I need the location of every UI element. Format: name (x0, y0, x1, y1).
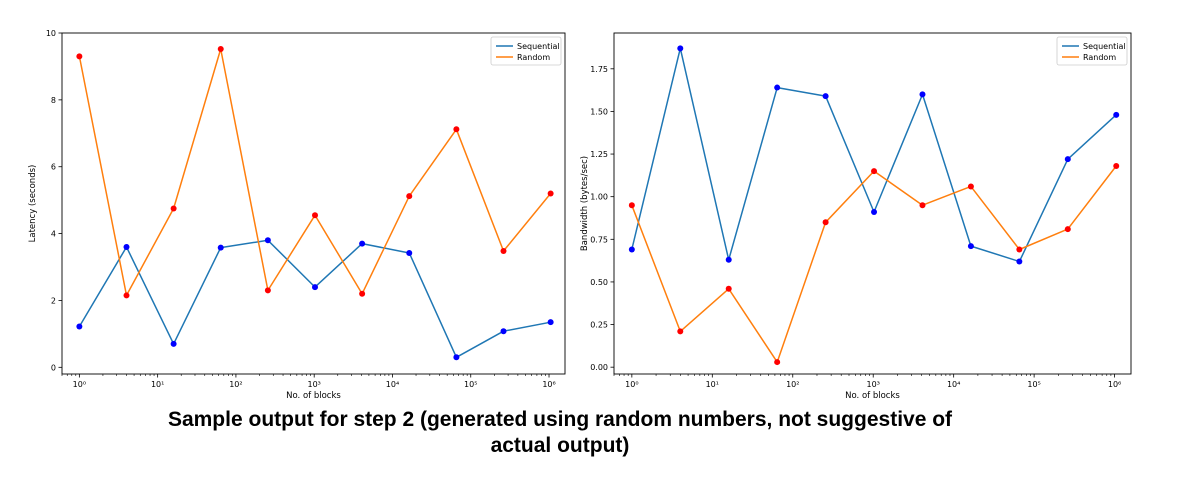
y-tick-label: 0.75 (590, 235, 608, 244)
x-tick-label: 10² (229, 380, 242, 389)
data-point-random (123, 292, 130, 299)
data-point-random (406, 193, 413, 200)
data-point-sequential (677, 45, 684, 52)
y-tick-label: 10 (46, 29, 56, 38)
y-axis-label: Latency (seconds) (28, 165, 38, 243)
x-tick-label: 10⁴ (386, 380, 399, 389)
data-point-random (170, 205, 177, 212)
data-point-sequential (871, 209, 878, 216)
data-point-sequential (76, 323, 83, 330)
data-point-sequential (264, 237, 271, 244)
x-tick-label: 10⁶ (542, 380, 555, 389)
x-axis-label: No. of blocks (286, 391, 341, 400)
x-axis-label: No. of blocks (845, 391, 900, 400)
y-tick-label: 1.50 (590, 107, 608, 116)
y-tick-label: 4 (51, 230, 56, 239)
data-point-random (822, 219, 829, 226)
figure-caption-line-1: Sample output for step 2 (generated usin… (167, 408, 953, 431)
series-line-sequential (631, 47, 1117, 263)
x-tick-label: 10² (786, 380, 799, 389)
series-line-random (631, 165, 1117, 363)
data-point-sequential (1016, 258, 1023, 265)
data-point-random (312, 212, 319, 219)
data-point-sequential (1113, 111, 1120, 118)
y-tick-label: 0.25 (590, 321, 608, 330)
data-point-sequential (774, 84, 781, 91)
data-point-random (547, 190, 554, 197)
data-point-random (1064, 226, 1071, 233)
data-point-sequential (919, 91, 926, 98)
chart-1: 0 2 4 6 8 10 10⁰ 10¹ 10² 10³ 10⁴ 10⁵ 10⁶ No. of block… (28, 29, 566, 400)
legend-box (490, 36, 562, 66)
data-point-sequential (406, 249, 413, 256)
x-tick-label: 10³ (307, 380, 320, 389)
y-tick-label: 8 (51, 96, 56, 105)
x-tick-label: 10¹ (706, 380, 719, 389)
legend-label-random: Random (517, 53, 550, 62)
data-point-sequential (453, 354, 460, 361)
x-tick-label: 10⁰ (625, 380, 638, 389)
y-axis-label: Bandwidth (bytes/sec) (580, 156, 590, 251)
series-line-sequential (78, 239, 551, 359)
data-point-sequential (547, 319, 554, 326)
x-tick-label: 10⁵ (464, 380, 477, 389)
legend-label-sequential: Sequential (1083, 42, 1126, 51)
data-point-random (359, 290, 366, 297)
x-tick-label: 10⁰ (73, 380, 86, 389)
data-point-random (774, 359, 781, 366)
data-point-sequential (500, 328, 507, 335)
y-tick-label: 6 (51, 163, 56, 172)
x-tick-label: 10⁶ (1108, 380, 1121, 389)
figure-caption-line-2: actual output) (490, 434, 630, 457)
data-point-sequential (217, 244, 224, 251)
x-tick-label: 10⁵ (1027, 380, 1040, 389)
data-point-random (217, 46, 224, 53)
data-point-random (725, 285, 732, 292)
y-tick-label: 2 (51, 296, 56, 305)
data-point-random (264, 287, 271, 294)
data-point-sequential (359, 240, 366, 247)
series-line-random (78, 48, 552, 297)
y-tick-label: 0.50 (590, 278, 608, 287)
legend-box (1056, 36, 1128, 66)
data-point-sequential (725, 256, 732, 263)
plot-frame (613, 32, 1132, 375)
y-tick-label: 0 (51, 363, 56, 372)
y-tick-label: 1.75 (590, 65, 608, 74)
y-tick-label: 0.00 (590, 363, 608, 372)
data-point-sequential (967, 243, 974, 250)
x-tick-label: 10¹ (151, 380, 164, 389)
data-point-sequential (170, 340, 177, 347)
legend-label-random: Random (1083, 53, 1116, 62)
data-point-random (1113, 162, 1120, 169)
data-point-sequential (628, 246, 635, 253)
chart-2: 0.00 0.25 0.50 0.75 1.00 1.25 1.50 1.75 10⁰ 10¹ 10… (580, 32, 1132, 400)
data-point-sequential (312, 284, 319, 291)
data-point-sequential (822, 93, 829, 100)
legend-label-sequential: Sequential (517, 42, 560, 51)
data-point-sequential (123, 243, 130, 250)
data-point-random (76, 53, 83, 60)
data-point-random (1016, 246, 1023, 253)
x-tick-label: 10⁴ (947, 380, 960, 389)
data-point-random (453, 126, 460, 133)
data-point-random (628, 202, 635, 209)
y-tick-label: 1.00 (590, 193, 608, 202)
data-point-random (967, 183, 974, 190)
data-point-random (871, 168, 878, 175)
data-point-random (677, 328, 684, 335)
plot-frame (61, 32, 566, 375)
y-tick-label: 1.25 (590, 150, 608, 159)
data-point-random (500, 247, 507, 254)
charts-figure: 0 2 4 6 8 10 10⁰ 10¹ 10² 10³ 10⁴ 10⁵ 10⁶ No. of block… (28, 29, 1132, 400)
x-tick-label: 10³ (867, 380, 880, 389)
data-point-sequential (1064, 156, 1071, 163)
data-point-random (919, 202, 926, 209)
